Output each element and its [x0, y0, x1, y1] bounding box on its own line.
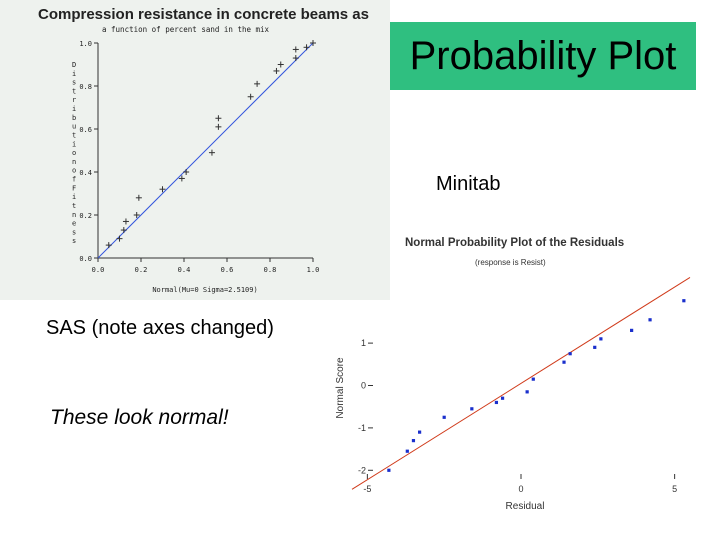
sas-data-point	[215, 123, 222, 130]
sas-note: SAS (note axes changed)	[46, 317, 274, 339]
minitab-points	[387, 299, 686, 472]
sas-x-tick-label: 0.0	[92, 266, 105, 274]
minitab-data-point	[418, 430, 422, 434]
minitab-x-tick-label: 5	[672, 484, 677, 494]
sas-data-point	[303, 44, 310, 51]
sas-points	[105, 40, 316, 249]
slide-title-box: Probability Plot	[390, 22, 696, 90]
sas-data-point	[178, 175, 185, 182]
sas-y-tick-label: 0.0	[79, 255, 92, 263]
sas-data-point	[292, 55, 299, 62]
slide-title: Probability Plot	[409, 33, 677, 78]
sas-reference-line	[97, 42, 314, 259]
minitab-data-point	[568, 352, 572, 356]
sas-y-tick-label: 0.8	[79, 83, 92, 91]
sas-y-tick-label: 0.4	[79, 169, 92, 177]
sas-fit-line	[97, 42, 314, 259]
minitab-x-tick-label: 0	[518, 484, 523, 494]
minitab-chart-subtitle: (response is Resist)	[475, 258, 546, 267]
sas-x-tick-label: 0.2	[135, 266, 148, 274]
sas-chart-svg: Compression resistance in concrete beams…	[38, 6, 369, 294]
minitab-y-tick-label: 1	[361, 338, 366, 348]
sas-data-point	[254, 80, 261, 87]
minitab-y-tick-label: -1	[358, 423, 366, 433]
sas-y-tick-label: 0.2	[79, 212, 92, 220]
minitab-data-point	[442, 415, 446, 419]
sas-axes: 0.0 0.2 0.4 0.6 0.8 1.0 0.0 0.2 0.4 0.6 0.8 1.0	[79, 40, 319, 274]
sas-chart-title: Compression resistance in concrete beams…	[38, 6, 369, 23]
sas-x-tick-label: 0.6	[221, 266, 234, 274]
sas-data-point	[215, 115, 222, 122]
minitab-data-point	[599, 337, 603, 341]
sas-x-tick-label: 1.0	[307, 266, 320, 274]
minitab-data-point	[411, 439, 416, 443]
sas-data-point	[159, 186, 166, 193]
minitab-data-point	[494, 400, 499, 405]
sas-probability-plot: Compression resistance in concrete beams…	[0, 0, 390, 300]
sas-chart-subtitle: a function of percent sand in the mix	[102, 25, 270, 34]
minitab-fit-line	[351, 276, 691, 490]
sas-data-point	[310, 40, 316, 46]
minitab-reference-line	[351, 276, 691, 490]
minitab-data-point	[387, 468, 391, 472]
minitab-chart-title: Normal Probability Plot of the Residuals	[405, 237, 624, 249]
sas-data-point	[133, 212, 140, 218]
sas-data-point	[277, 61, 284, 68]
sas-data-point	[135, 194, 142, 201]
minitab-data-point	[593, 345, 597, 349]
minitab-chart-svg: Normal Probability Plot of the Residuals…	[335, 237, 691, 512]
minitab-data-point	[630, 328, 634, 332]
sas-data-point	[183, 169, 190, 175]
sas-x-axis-label: Normal(Mu=0 Sigma=2.5109)	[152, 286, 257, 294]
sas-data-point	[273, 67, 280, 74]
minitab-data-point	[405, 449, 409, 453]
sas-data-point	[122, 218, 129, 225]
minitab-label: Minitab	[436, 173, 501, 195]
minitab-data-point	[682, 299, 686, 303]
sas-y-tick-label: 0.6	[79, 126, 92, 134]
minitab-probability-plot: Normal Probability Plot of the Residuals…	[320, 228, 700, 528]
sas-data-point	[105, 242, 112, 249]
minitab-data-point	[500, 396, 505, 400]
minitab-y-tick-label: -2	[358, 465, 366, 475]
sas-data-point	[120, 227, 127, 234]
minitab-data-point	[562, 360, 566, 364]
sas-data-point	[208, 149, 215, 156]
minitab-data-point	[531, 377, 535, 381]
normal-note: These look normal!	[50, 406, 229, 429]
sas-data-point	[247, 93, 254, 100]
minitab-axes: 1 0 -1 -2 -5 0 5	[358, 338, 677, 494]
minitab-data-point	[648, 318, 652, 322]
sas-x-tick-label: 0.8	[264, 266, 277, 274]
sas-y-tick-label: 1.0	[79, 40, 92, 48]
sas-data-point	[292, 46, 299, 53]
minitab-data-point	[470, 407, 474, 411]
minitab-x-axis-label: Residual	[506, 501, 545, 512]
sas-x-tick-label: 0.4	[178, 266, 191, 274]
minitab-data-point	[525, 390, 529, 394]
minitab-y-tick-label: 0	[361, 381, 366, 391]
sas-data-point	[116, 235, 123, 242]
minitab-y-axis-label: Normal Score	[335, 357, 346, 419]
minitab-x-tick-label: -5	[363, 484, 371, 494]
